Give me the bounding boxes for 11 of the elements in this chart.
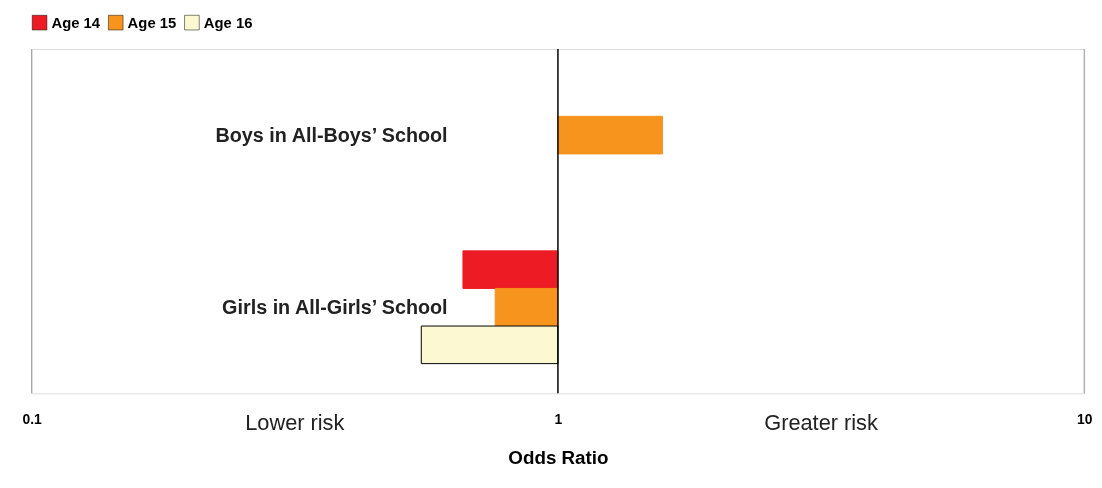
legend-label: Age 15 <box>127 14 177 31</box>
x-tick-label: 0.1 <box>22 411 43 428</box>
legend-label: Age 14 <box>51 14 101 31</box>
legend-label: Age 16 <box>203 14 253 31</box>
x-tick-label: 1 <box>554 411 563 428</box>
text: Lower risk <box>245 409 345 435</box>
x-tick-label: 10 <box>1076 411 1093 428</box>
x-axis-title: Odds Ratio <box>508 447 609 469</box>
y-tick-label: Boys in All-Boys’ School <box>215 123 448 146</box>
y-tick-label: Girls in All-Girls’ School <box>222 295 448 318</box>
text: Greater risk <box>764 409 878 435</box>
